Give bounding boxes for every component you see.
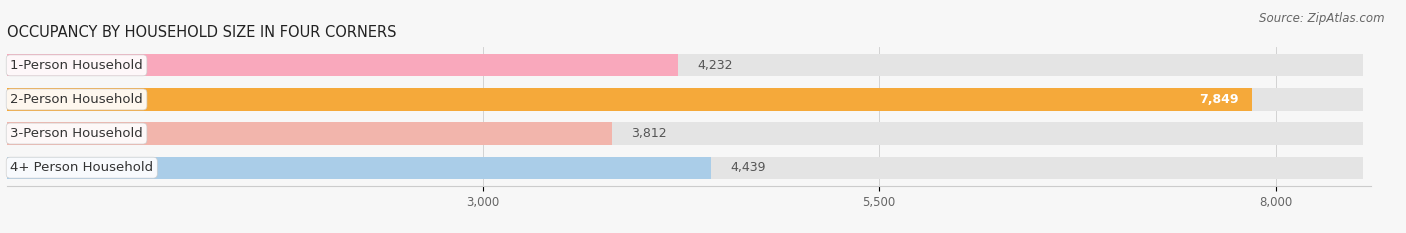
Bar [7,157,1362,179]
Bar [7,54,1362,76]
Bar [7,123,612,145]
Text: 4,439: 4,439 [730,161,765,174]
Text: 2-Person Household: 2-Person Household [10,93,143,106]
Text: 3,812: 3,812 [630,127,666,140]
Text: 3-Person Household: 3-Person Household [10,127,143,140]
Text: 1-Person Household: 1-Person Household [10,59,143,72]
Text: Source: ZipAtlas.com: Source: ZipAtlas.com [1260,12,1385,25]
Text: OCCUPANCY BY HOUSEHOLD SIZE IN FOUR CORNERS: OCCUPANCY BY HOUSEHOLD SIZE IN FOUR CORN… [7,25,396,40]
Bar [7,54,678,76]
Bar [7,88,1251,110]
Bar [7,88,1362,110]
Text: 4+ Person Household: 4+ Person Household [10,161,153,174]
Text: 4,232: 4,232 [697,59,733,72]
Bar [7,123,1362,145]
Bar [7,157,711,179]
Text: 7,849: 7,849 [1199,93,1239,106]
